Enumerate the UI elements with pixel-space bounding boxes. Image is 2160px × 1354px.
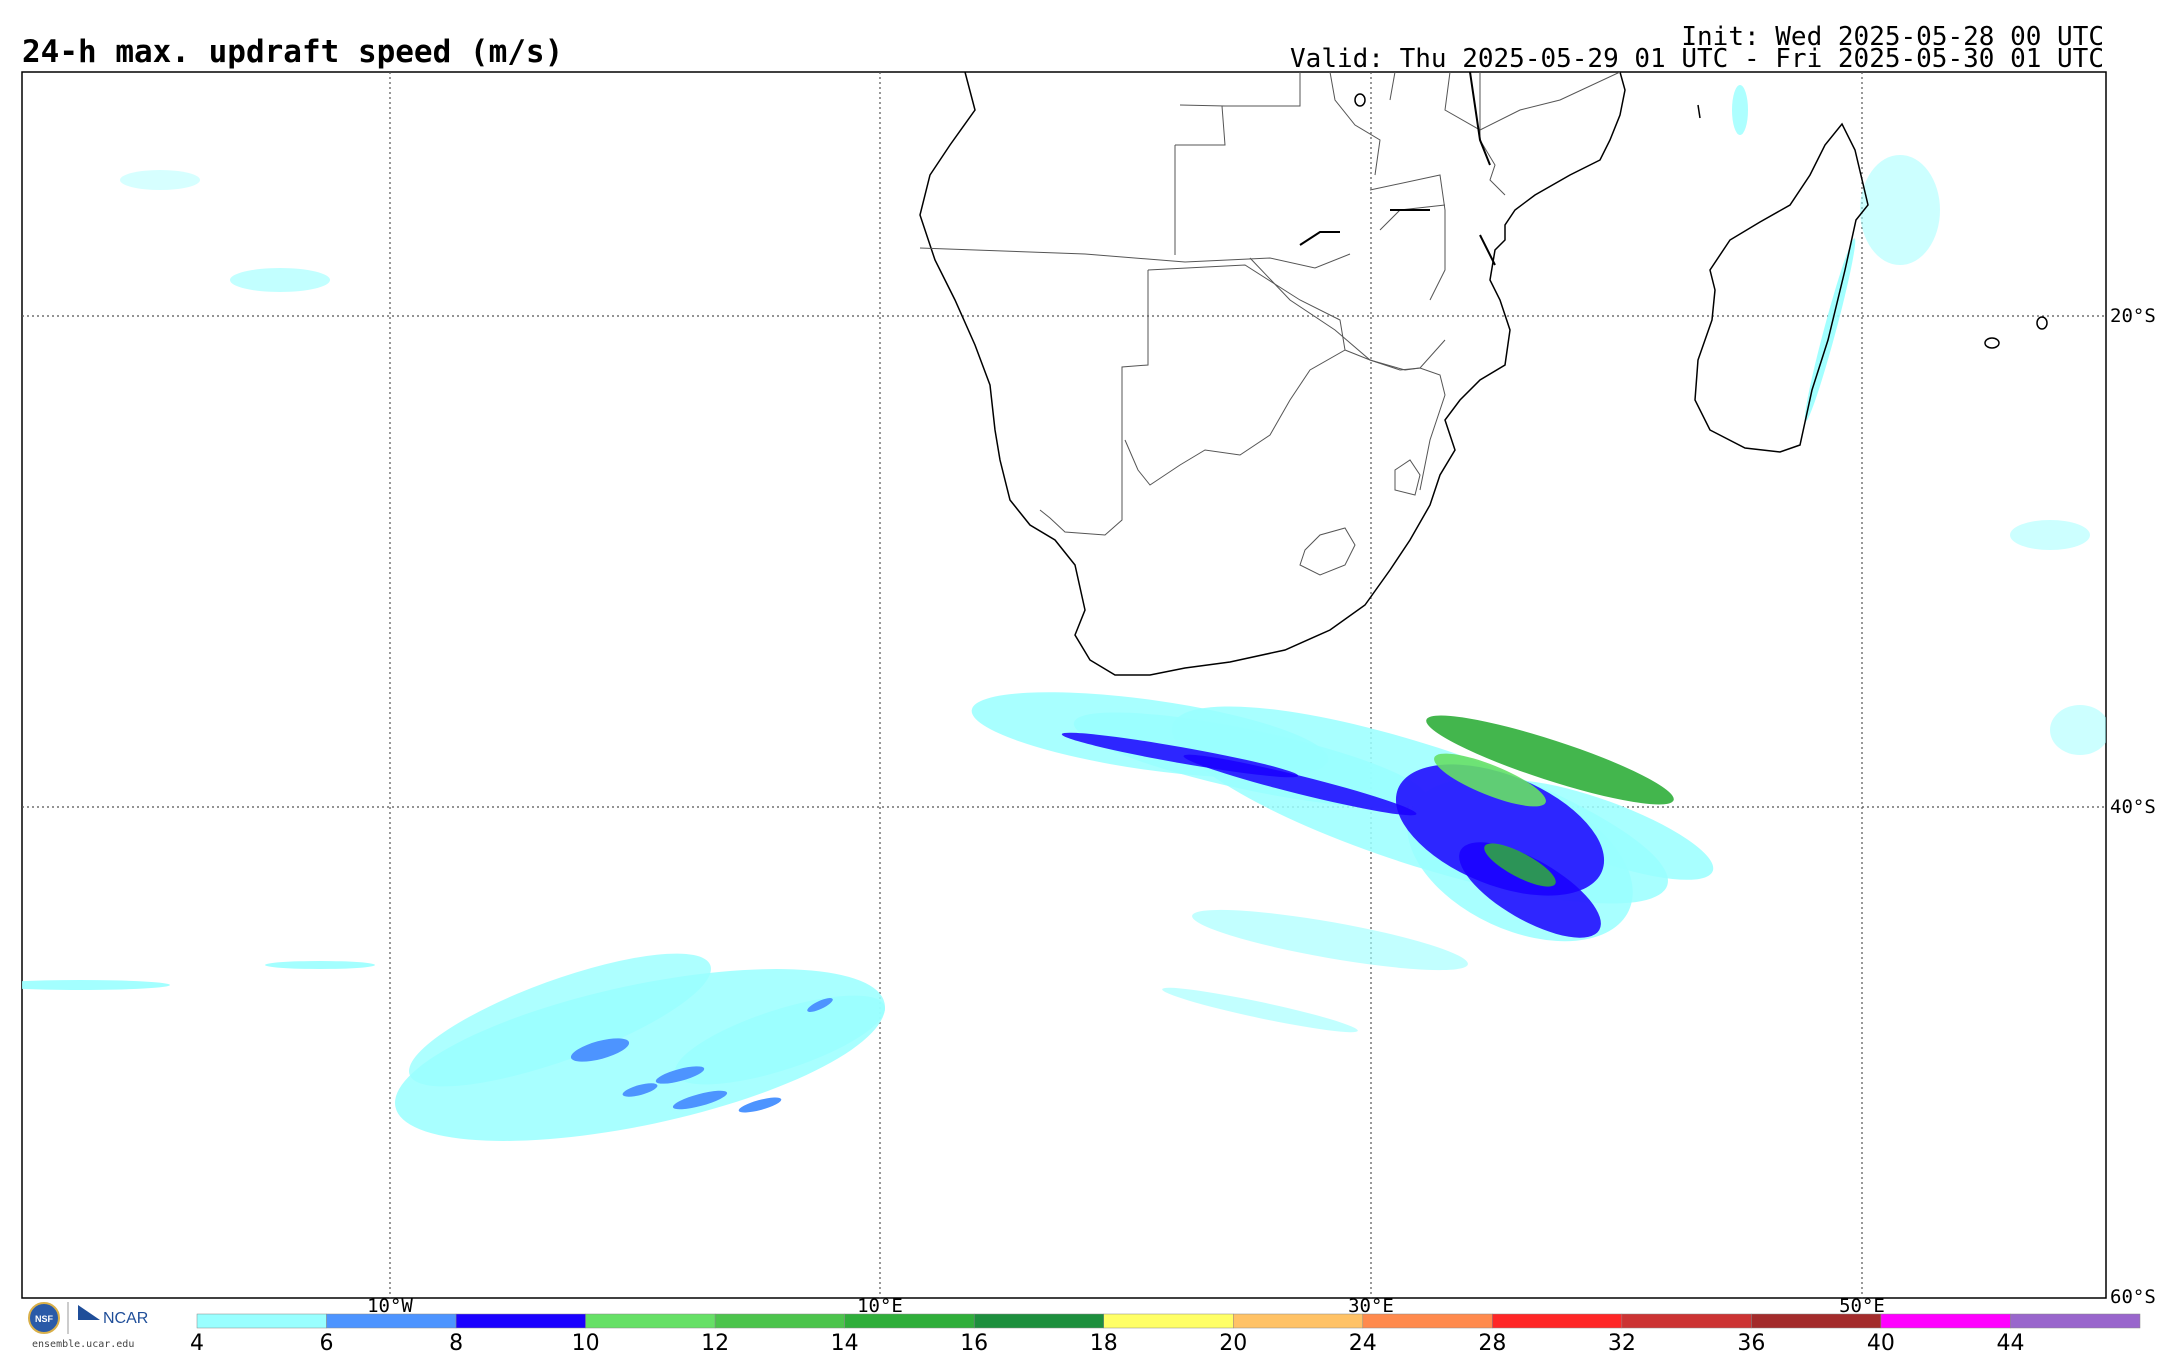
colorbar-tick-label: 16 bbox=[960, 1331, 988, 1354]
colorbar-swatch bbox=[196, 1313, 327, 1329]
colorbar-swatch bbox=[585, 1313, 716, 1329]
border-mozambique-sa bbox=[1344, 349, 1446, 491]
colorbar: 4 6 8 10 12 14 16 18 20 24 28 32 36 40 44 bbox=[190, 1313, 2141, 1354]
border-botswana bbox=[1124, 264, 1346, 486]
ncar-logo-icon bbox=[78, 1305, 100, 1320]
colorbar-tick-label: 20 bbox=[1219, 1331, 1247, 1354]
border-malawi-moz bbox=[1369, 174, 1446, 301]
nsf-logo-icon bbox=[28, 1302, 60, 1334]
border-malawi bbox=[1479, 72, 1506, 196]
updraft-field-southern-africa bbox=[971, 692, 1714, 1033]
island-mauritius bbox=[2036, 316, 2048, 330]
border-extra bbox=[1179, 104, 1226, 107]
border-tanzania bbox=[1444, 72, 1621, 131]
colorbar-swatch bbox=[1621, 1313, 1752, 1329]
colorbar-tick-label: 14 bbox=[831, 1331, 859, 1354]
border-drc-zambia bbox=[1329, 72, 1396, 176]
colorbar-swatch bbox=[1492, 1313, 1623, 1329]
lakes bbox=[1299, 72, 1496, 266]
coastlines bbox=[919, 72, 2048, 676]
colorbar-tick-label: 44 bbox=[1996, 1331, 2024, 1354]
lon-labels: 10°W 10°E 30°E 50°E bbox=[367, 1295, 1885, 1317]
colorbar-tick-label: 28 bbox=[1478, 1331, 1506, 1354]
colorbar-tick-label: 18 bbox=[1090, 1331, 1118, 1354]
country-borders bbox=[919, 72, 1621, 576]
colorbar-swatch bbox=[326, 1313, 457, 1329]
colorbar-tick-label: 32 bbox=[1608, 1331, 1636, 1354]
map-title: 24-h max. updraft speed (m/s) bbox=[22, 34, 564, 70]
africa-coastline bbox=[919, 72, 1626, 676]
border-eswatini bbox=[1394, 459, 1421, 496]
lat-label: 20°S bbox=[2110, 305, 2156, 327]
ncar-logo-text: NCAR bbox=[103, 1310, 148, 1327]
colorbar-swatch bbox=[455, 1313, 586, 1329]
map-frame bbox=[21, 71, 2107, 1299]
colorbar-tick-label: 4 bbox=[190, 1331, 204, 1354]
colorbar-swatch bbox=[1103, 1313, 1234, 1329]
colorbar-tick-label: 12 bbox=[701, 1331, 729, 1354]
border-namibia bbox=[1039, 270, 1149, 536]
lon-label: 50°E bbox=[1839, 1295, 1885, 1317]
colorbar-swatch bbox=[844, 1313, 975, 1329]
logos: NSF NCAR ensemble.ucar.edu bbox=[28, 1302, 148, 1350]
init-time: Init: Wed 2025-05-28 00 UTC bbox=[1681, 22, 2104, 52]
colorbar-swatch bbox=[973, 1313, 1104, 1329]
lon-label: 10°W bbox=[367, 1295, 413, 1317]
island-lake bbox=[1354, 93, 1366, 107]
nsf-logo-text: NSF bbox=[35, 1314, 54, 1324]
island-comoros bbox=[1697, 104, 1701, 119]
colorbar-tick-label: 8 bbox=[449, 1331, 463, 1354]
colorbar-swatch bbox=[1362, 1313, 1493, 1329]
colorbar-tick-label: 10 bbox=[572, 1331, 600, 1354]
valid-time: Valid: Thu 2025-05-29 01 UTC - Fri 2025-… bbox=[1290, 44, 2104, 74]
colorbar-swatch bbox=[1751, 1313, 1882, 1329]
colorbar-swatch bbox=[1880, 1313, 2011, 1329]
lat-label: 60°S bbox=[2110, 1286, 2156, 1308]
lake-kariba bbox=[1299, 231, 1340, 246]
colorbar-tick-label: 40 bbox=[1867, 1331, 1895, 1354]
island-reunion bbox=[1984, 337, 2000, 349]
colorbar-tick-label: 24 bbox=[1349, 1331, 1377, 1354]
colorbar-tick-label: 36 bbox=[1737, 1331, 1765, 1354]
madagascar-coastline bbox=[1694, 122, 1869, 453]
colorbar-tick-label: 6 bbox=[320, 1331, 334, 1354]
updraft-field-atlantic bbox=[22, 170, 886, 1141]
lon-label: 30°E bbox=[1348, 1295, 1394, 1317]
lat-labels: 20°S 40°S 60°S bbox=[2110, 305, 2156, 1308]
border-lesotho bbox=[1299, 527, 1356, 576]
colorbar-swatch bbox=[1233, 1313, 1364, 1329]
border-angola-south bbox=[919, 247, 1351, 269]
graticule bbox=[22, 72, 2106, 1298]
lake-chilwa bbox=[1479, 234, 1496, 266]
colorbar-swatch bbox=[2010, 1313, 2141, 1329]
logo-url: ensemble.ucar.edu bbox=[32, 1339, 134, 1350]
lake-malawi bbox=[1469, 72, 1491, 166]
colorbar-swatch bbox=[714, 1313, 845, 1329]
lat-label: 40°S bbox=[2110, 796, 2156, 818]
lon-label: 10°E bbox=[857, 1295, 903, 1317]
